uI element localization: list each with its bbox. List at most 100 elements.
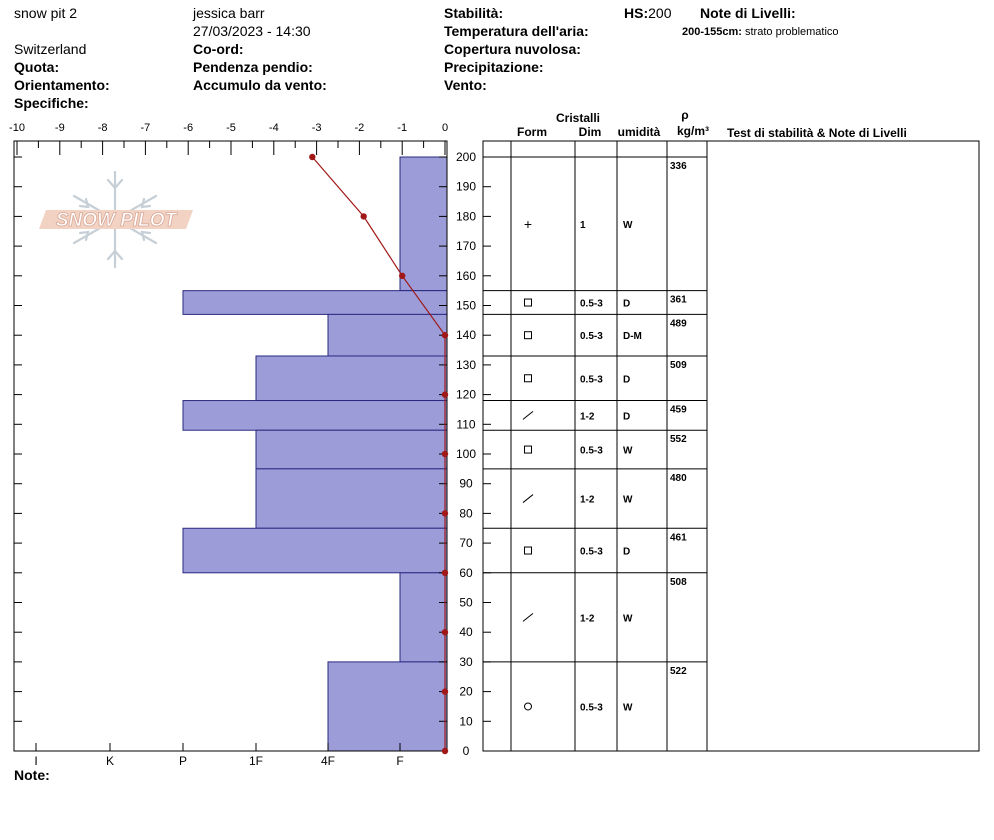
hs-field: HS:200 xyxy=(624,4,671,22)
height-tick-label: 150 xyxy=(456,299,476,313)
temperature-point-1 xyxy=(360,213,367,220)
temperature-point-7 xyxy=(441,569,449,576)
accumulo-label: Accumulo da vento: xyxy=(193,77,327,93)
temperature-point-10 xyxy=(441,747,449,755)
layer-wetness: W xyxy=(623,446,633,457)
layer-dim: 1-2 xyxy=(580,495,595,506)
height-tick-label: 90 xyxy=(459,477,473,491)
height-tick-label: 160 xyxy=(456,269,476,283)
height-tick-label: 50 xyxy=(459,596,473,610)
hardness-bar-5 xyxy=(255,429,448,470)
layer-wetness: D-M xyxy=(623,331,642,342)
stabilita-label: Stabilità: xyxy=(444,5,504,21)
form-header: Form xyxy=(517,125,547,139)
pit-name: snow pit 2 xyxy=(14,5,78,21)
layer-note: 200-155cm: strato problematico xyxy=(682,23,839,41)
layer-dim: 0.5-3 xyxy=(580,446,603,457)
temp-tick-label: -10 xyxy=(9,122,25,134)
hardness-bar-8 xyxy=(399,572,448,663)
layer-dim: 1-2 xyxy=(580,613,595,624)
height-tick-label: 30 xyxy=(459,655,473,669)
temperature-point-9 xyxy=(441,688,449,695)
layer-wetness: W xyxy=(623,702,633,713)
height-tick-label: 70 xyxy=(459,536,473,550)
vento-label: Vento: xyxy=(444,77,487,93)
temperature-point-0 xyxy=(309,153,316,161)
temp-tick-label: -6 xyxy=(183,122,193,134)
height-tick-label: 80 xyxy=(459,506,473,520)
temp-tick-label: -1 xyxy=(397,122,407,134)
hardness-label: I xyxy=(34,754,37,768)
temperature-point-8 xyxy=(441,629,449,636)
layer-wetness: D xyxy=(623,299,630,310)
layer-wetness: D xyxy=(623,411,630,422)
temperature-point-4 xyxy=(441,391,449,398)
height-tick-label: 40 xyxy=(459,625,473,639)
temp-tick-label: -9 xyxy=(55,122,65,134)
height-tick-label: 180 xyxy=(456,209,476,223)
hardness-bar-3 xyxy=(255,355,448,402)
temp-tick-label: -2 xyxy=(355,122,365,134)
temp-tick-label: -3 xyxy=(312,122,322,134)
grain-form-facet-icon xyxy=(524,331,532,340)
height-tick-label: 0 xyxy=(463,744,470,758)
temperature-point-3 xyxy=(441,332,449,339)
coord-label: Co-ord: xyxy=(193,41,244,57)
grain-form-new-snow-icon: + xyxy=(524,216,532,232)
height-tick-label: 60 xyxy=(459,566,473,580)
layer-density: 459 xyxy=(670,405,687,416)
hardness-label: P xyxy=(179,754,187,768)
grain-form-facet-icon xyxy=(524,374,532,383)
height-tick-label: 170 xyxy=(456,239,476,253)
layer-dim: 0.5-3 xyxy=(580,331,603,342)
height-tick-label: 100 xyxy=(456,447,476,461)
layer-wetness: W xyxy=(623,495,633,506)
cristalli-header: Cristalli xyxy=(556,111,600,125)
grain-form-facet-icon xyxy=(524,298,532,307)
hardness-label: K xyxy=(106,754,114,768)
pendenza-label: Pendenza pendio: xyxy=(193,59,313,75)
temp-tick-label: -8 xyxy=(98,122,108,134)
height-tick-label: 200 xyxy=(456,150,476,164)
layer-dim: 0.5-3 xyxy=(580,374,603,385)
note-livelli-label: Note di Livelli: xyxy=(700,5,796,21)
layer-note-range: 200-155cm: xyxy=(682,26,742,38)
note-label: Note: xyxy=(14,767,50,783)
layer-wetness: W xyxy=(623,220,633,231)
height-tick-label: 190 xyxy=(456,180,476,194)
layer-wetness: D xyxy=(623,374,630,385)
density-rho-header: ρ xyxy=(681,108,688,122)
layer-density: 509 xyxy=(670,360,687,371)
temp-tick-label: -4 xyxy=(269,122,279,134)
hardness-bar-7 xyxy=(182,527,448,574)
layer-wetness: D xyxy=(623,547,630,558)
temperature-point-2 xyxy=(399,272,406,279)
layer-dim: 1 xyxy=(580,220,586,231)
location: Switzerland xyxy=(14,41,87,57)
dim-header: Dim xyxy=(579,125,602,139)
temperature-point-5 xyxy=(441,450,449,458)
hs-value: 200 xyxy=(648,5,672,21)
layer-density: 480 xyxy=(670,473,687,484)
height-tick-label: 10 xyxy=(459,714,473,728)
hardness-label: 4F xyxy=(321,754,335,768)
grain-form-round-icon xyxy=(524,702,532,711)
layer-wetness: W xyxy=(623,613,633,624)
height-tick-label: 120 xyxy=(456,388,476,402)
hardness-bar-1 xyxy=(182,290,448,315)
specifiche-label: Specifiche: xyxy=(14,95,89,111)
layer-dim: 0.5-3 xyxy=(580,299,603,310)
height-tick-label: 130 xyxy=(456,358,476,372)
layer-density: 552 xyxy=(670,434,687,445)
height-tick-label: 140 xyxy=(456,328,476,342)
grain-form-fragment-icon xyxy=(522,410,534,420)
observation-datetime: 27/03/2023 - 14:30 xyxy=(193,23,311,39)
table-frame xyxy=(482,140,980,752)
observer-name: jessica barr xyxy=(193,5,265,21)
grain-form-facet-icon xyxy=(524,445,532,454)
hardness-bar-9 xyxy=(327,661,448,752)
layer-dim: 1-2 xyxy=(580,411,595,422)
snow-pilot-logo: SNOW PILOT xyxy=(39,170,193,269)
height-tick-label: 110 xyxy=(456,417,475,431)
